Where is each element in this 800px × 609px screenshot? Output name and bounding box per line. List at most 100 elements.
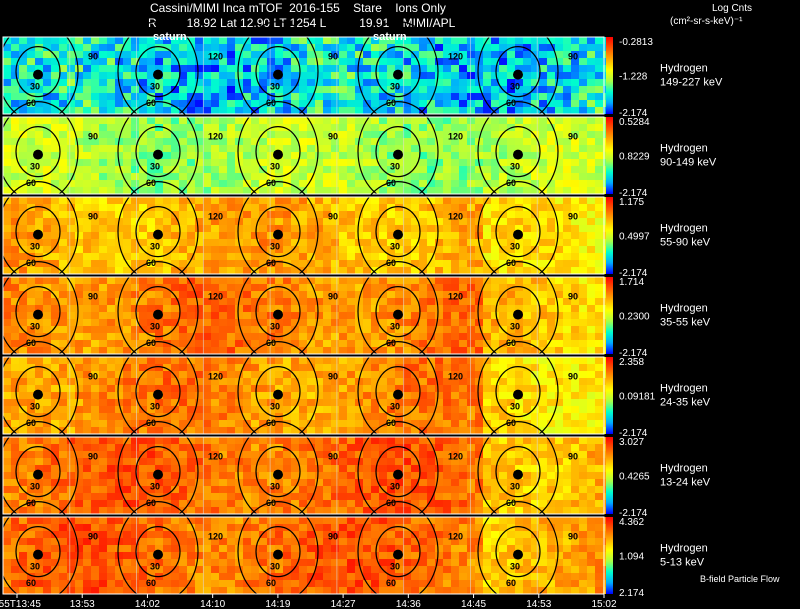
contour-label: 30 — [150, 402, 160, 412]
contour-label: 90 — [88, 52, 98, 62]
panel-species: Hydrogen — [660, 463, 708, 475]
contour-label: 90 — [88, 452, 98, 462]
contour-label: 60 — [26, 418, 36, 428]
x-tick-label: 14:36 — [396, 599, 421, 609]
spectrogram-panel-2: 30 60 90 30 60 120 30 60 90 30 60 120 30 60 90 1.175 0.4… — [0, 181, 711, 283]
contour-label: 120 — [208, 292, 223, 302]
contour-label: 30 — [150, 242, 160, 252]
contour-label: 60 — [26, 578, 36, 588]
contour-label: 60 — [266, 338, 276, 348]
colorbar-units: (cm²-sr-s-keV)⁻¹ — [670, 16, 743, 27]
colorbar-mid: 1.094 — [619, 552, 644, 563]
contour-label: 60 — [146, 258, 156, 268]
colorbar — [606, 277, 613, 354]
contour-label: 120 — [448, 372, 463, 382]
contour-label: 60 — [506, 258, 516, 268]
colorbar-min: 2.174 — [619, 588, 644, 599]
contour-label: 30 — [270, 162, 280, 172]
contour-label: 120 — [448, 132, 463, 142]
contour-label: 60 — [506, 98, 516, 108]
contour-label: 60 — [146, 578, 156, 588]
contour-label: 30 — [30, 322, 40, 332]
contour-label: 90 — [568, 292, 578, 302]
contour-label: 90 — [88, 372, 98, 382]
contour-label: 60 — [146, 338, 156, 348]
contour-label: 60 — [386, 178, 396, 188]
colorbar-min: -2.174 — [619, 428, 648, 439]
contour-label: 60 — [506, 338, 516, 348]
contour-label: 60 — [266, 258, 276, 268]
colorbar-mid: -1.228 — [619, 72, 648, 83]
contour-label: 30 — [510, 482, 520, 492]
contour-label: 30 — [510, 242, 520, 252]
x-tick-label: 14:53 — [526, 599, 551, 609]
panel-heatmap-cells — [3, 37, 611, 114]
chart-title: Cassini/MIMI Inca mTOF 2016-155 Stare Io… — [150, 1, 446, 15]
contour-label: 60 — [506, 418, 516, 428]
contour-label: 60 — [386, 258, 396, 268]
colorbar-max: 0.5284 — [619, 117, 650, 128]
contour-label: 60 — [266, 98, 276, 108]
contour-label: 30 — [270, 562, 280, 572]
contour-label: 120 — [448, 452, 463, 462]
contour-label: 60 — [146, 178, 156, 188]
contour-label: 60 — [266, 498, 276, 508]
contour-label: 60 — [26, 258, 36, 268]
colorbar — [606, 357, 613, 434]
x-tick-label: 14:19 — [265, 599, 290, 609]
footer-note: B-field Particle Flow — [700, 574, 780, 584]
contour-label: 60 — [386, 498, 396, 508]
panel-energy: 5-13 keV — [660, 557, 705, 569]
colorbar-min: -2.174 — [619, 348, 648, 359]
contour-label: 90 — [88, 212, 98, 222]
contour-label: 30 — [390, 82, 400, 92]
contour-label: 30 — [30, 482, 40, 492]
colorbar-mid: 0.4265 — [619, 472, 650, 483]
contour-label: 120 — [448, 212, 463, 222]
colorbar-max: -0.2813 — [619, 37, 653, 48]
contour-label: 30 — [30, 82, 40, 92]
contour-label: 60 — [506, 498, 516, 508]
panel-energy: 24-35 keV — [660, 397, 711, 409]
contour-label: 90 — [568, 132, 578, 142]
contour-label: 60 — [26, 498, 36, 508]
contour-label: 30 — [270, 242, 280, 252]
contour-label: 30 — [270, 402, 280, 412]
colorbar-mid: 0.8229 — [619, 152, 650, 163]
chart-subtitle: R 18.92 Lat 12.90 LT 1254 L 19.91 MIMI/A… — [148, 16, 456, 30]
panel-energy: 149-227 keV — [660, 77, 723, 89]
colorbar-min: -2.174 — [619, 108, 648, 119]
contour-label: 30 — [150, 322, 160, 332]
colorbar-min: -2.174 — [619, 268, 648, 279]
contour-label: 90 — [568, 212, 578, 222]
contour-label: 30 — [390, 402, 400, 412]
contour-label: 60 — [26, 98, 36, 108]
contour-label: 60 — [146, 418, 156, 428]
contour-label: 30 — [150, 482, 160, 492]
colorbar-mid: 0.4997 — [619, 232, 650, 243]
contour-label: 60 — [506, 578, 516, 588]
contour-label: 30 — [270, 82, 280, 92]
contour-label: 60 — [266, 178, 276, 188]
colorbar — [606, 437, 613, 514]
x-tick-label: 14:10 — [200, 599, 225, 609]
spectrogram-panel-3: 30 60 90 30 60 120 30 60 90 30 60 120 30 60 90 1.714 0.2… — [0, 261, 711, 363]
panel-energy: 35-55 keV — [660, 317, 711, 329]
contour-label: 90 — [568, 52, 578, 62]
contour-label: 120 — [448, 292, 463, 302]
contour-label: 90 — [328, 52, 338, 62]
panel-energy: 13-24 keV — [660, 477, 711, 489]
contour-label: 30 — [150, 562, 160, 572]
contour-label: 30 — [390, 482, 400, 492]
contour-label: 120 — [208, 452, 223, 462]
colorbar-min: -2.174 — [619, 508, 648, 519]
contour-label: 30 — [30, 402, 40, 412]
x-tick-label: 15:02 — [591, 599, 616, 609]
contour-label: 30 — [510, 402, 520, 412]
contour-label: 60 — [506, 178, 516, 188]
contour-label: 60 — [386, 98, 396, 108]
contour-label: 120 — [208, 132, 223, 142]
contour-label: 120 — [448, 52, 463, 62]
contour-label: 30 — [30, 562, 40, 572]
